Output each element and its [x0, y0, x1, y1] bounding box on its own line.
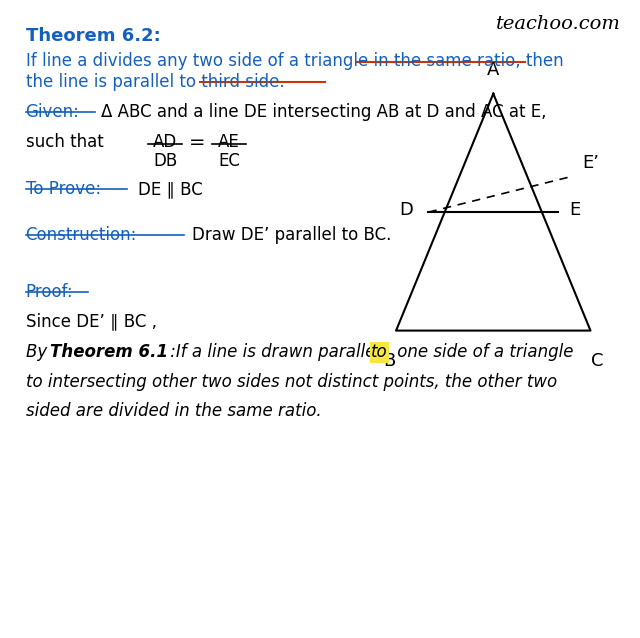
Text: A: A: [487, 61, 499, 80]
Text: to intersecting other two sides not distinct points, the other two: to intersecting other two sides not dist…: [26, 373, 557, 391]
Text: By: By: [26, 343, 52, 361]
Text: the line is parallel to third side.: the line is parallel to third side.: [26, 73, 284, 91]
Text: Given:: Given:: [26, 103, 79, 121]
Text: Draw DE’ parallel to BC.: Draw DE’ parallel to BC.: [192, 226, 392, 244]
Text: sided are divided in the same ratio.: sided are divided in the same ratio.: [26, 402, 321, 420]
Text: Theorem 6.1: Theorem 6.1: [50, 343, 168, 361]
Text: To Prove:: To Prove:: [26, 180, 100, 198]
Text: C: C: [591, 352, 604, 370]
Text: such that: such that: [26, 133, 103, 151]
Text: D: D: [399, 201, 413, 219]
Text: Construction:: Construction:: [26, 226, 137, 244]
Text: :If a line is drawn parallel: :If a line is drawn parallel: [165, 343, 385, 361]
Text: DB: DB: [153, 152, 177, 170]
Text: Δ ABC and a line DE intersecting AB at D and AC at E,: Δ ABC and a line DE intersecting AB at D…: [101, 103, 547, 121]
Text: teachoo.com: teachoo.com: [496, 15, 621, 33]
Text: B: B: [383, 352, 396, 370]
Text: AD: AD: [153, 133, 177, 151]
Text: E: E: [569, 201, 580, 219]
Text: one side of a triangle: one side of a triangle: [392, 343, 574, 361]
Text: EC: EC: [218, 152, 240, 170]
Text: Since DE’ ∥ BC ,: Since DE’ ∥ BC ,: [26, 313, 157, 330]
Text: If line a divides any two side of a triangle in the same ratio, then: If line a divides any two side of a tria…: [26, 52, 563, 70]
Text: E’: E’: [582, 154, 599, 172]
Text: =: =: [189, 133, 205, 152]
Text: DE ∥ BC: DE ∥ BC: [138, 180, 202, 198]
Text: to: to: [371, 343, 388, 361]
Text: AE: AE: [218, 133, 240, 151]
Text: Theorem 6.2:: Theorem 6.2:: [26, 27, 161, 45]
Text: Proof:: Proof:: [26, 283, 73, 300]
